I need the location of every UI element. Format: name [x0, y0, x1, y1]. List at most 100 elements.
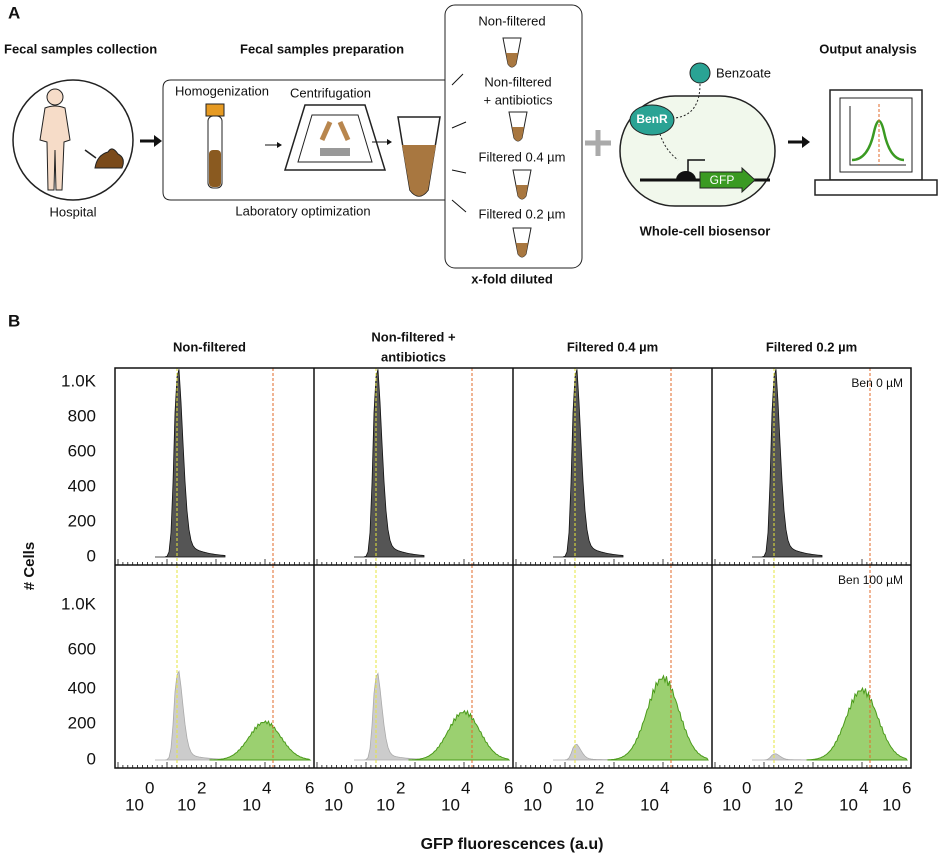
x-axis-label: GFP fluorescences (a.u) — [421, 836, 604, 853]
x-tick-exponent: 0 — [742, 778, 751, 797]
condition-label: Filtered 0.2 µm — [479, 206, 566, 221]
arrow-head — [387, 139, 392, 145]
x-tick-base: 10 — [575, 795, 594, 814]
histogram-green — [209, 719, 312, 761]
place-label: Hospital — [50, 204, 97, 219]
condition-label: Non-filtered — [478, 13, 545, 28]
x-tick-exponent: 6 — [305, 778, 314, 797]
x-tick-exponent: 2 — [595, 778, 604, 797]
x-tick-exponent: 0 — [543, 778, 552, 797]
histogram-gray — [354, 672, 425, 761]
y-tick-label: 800 — [68, 406, 96, 425]
homogenization-tube — [205, 103, 225, 189]
x-tick-base: 10 — [774, 795, 793, 814]
x-tick-exponent: 0 — [344, 778, 353, 797]
plus-sign — [585, 130, 611, 156]
histogram-dark — [553, 369, 624, 558]
histogram-green — [607, 674, 709, 761]
y-tick-label: 400 — [68, 678, 96, 697]
histogram-green — [408, 709, 511, 761]
y-tick-label: 400 — [68, 476, 96, 495]
sample-tube — [397, 116, 441, 197]
histogram-dark — [354, 369, 425, 558]
step-label: Homogenization — [175, 83, 269, 98]
histogram-green — [806, 686, 908, 761]
y-tick-label: 200 — [68, 511, 96, 530]
tube-content — [516, 243, 528, 257]
column-title: Filtered 0.4 µm — [567, 339, 658, 354]
row-label: Ben 0 µM — [851, 376, 903, 390]
tss — [687, 159, 705, 172]
x-tick-exponent: 6 — [902, 778, 911, 797]
x-tick-exponent: 2 — [794, 778, 803, 797]
condition-label: Non-filtered — [484, 74, 551, 89]
plots: Non-filtered Non-filtered + antibiotics Fil… — [61, 329, 912, 814]
y-tick-label: 600 — [68, 441, 96, 460]
x-tick-base: 10 — [177, 795, 196, 814]
x-tick-base: 10 — [441, 795, 460, 814]
x-tick-base: 10 — [839, 795, 858, 814]
step-label: Centrifugation — [290, 85, 371, 100]
x-tick-exponent: 2 — [197, 778, 206, 797]
monitor — [814, 89, 938, 196]
x-tick-exponent: 0 — [145, 778, 154, 797]
x-tick-exponent: 4 — [660, 778, 669, 797]
histogram-gray — [155, 670, 226, 761]
conditions-box — [444, 4, 583, 269]
inducer-label: Benzoate — [716, 65, 771, 80]
y-tick-label: 1.0K — [61, 594, 97, 613]
centrifuge — [283, 104, 387, 171]
panel-label: A — [8, 3, 20, 22]
column-title: Non-filtered — [173, 339, 246, 354]
gfp-gene — [699, 166, 756, 194]
x-tick-exponent: 6 — [504, 778, 513, 797]
panel-label: B — [8, 311, 20, 330]
x-tick-exponent: 4 — [461, 778, 470, 797]
column-title: Non-filtered + — [371, 329, 456, 344]
benr-protein — [629, 104, 675, 136]
arrow-head — [154, 135, 162, 147]
tube-content — [506, 53, 518, 67]
histogram-dark — [752, 369, 823, 558]
x-tick-base: 10 — [882, 795, 901, 814]
tube-content — [512, 127, 524, 141]
promoter — [676, 171, 696, 180]
y-tick-label: 0 — [87, 546, 96, 565]
column-title: antibiotics — [381, 349, 446, 364]
x-tick-base: 10 — [242, 795, 261, 814]
arrows — [451, 73, 467, 213]
x-tick-exponent: 6 — [703, 778, 712, 797]
y-tick-label: 1.0K — [61, 371, 97, 390]
tubes — [502, 37, 532, 258]
hospital-icon — [12, 79, 134, 201]
y-tick-label: 0 — [87, 749, 96, 768]
x-tick-base: 10 — [523, 795, 542, 814]
biosensor-title: Whole-cell biosensor — [640, 223, 771, 238]
y-tick-label: 200 — [68, 713, 96, 732]
section-title: Output analysis — [819, 41, 917, 56]
footer-label: x-fold diluted — [471, 271, 553, 286]
regulator-label: BenR — [636, 112, 668, 126]
x-tick-base: 10 — [125, 795, 144, 814]
section-title: Fecal samples preparation — [240, 41, 404, 56]
x-tick-exponent: 2 — [396, 778, 405, 797]
x-tick-base: 10 — [376, 795, 395, 814]
column-title: Filtered 0.2 µm — [766, 339, 857, 354]
histogram-gray — [752, 753, 823, 761]
section-title: Fecal samples collection — [4, 41, 157, 56]
x-tick-base: 10 — [324, 795, 343, 814]
tube-content — [516, 185, 528, 199]
footer-label: Laboratory optimization — [235, 203, 370, 218]
x-tick-base: 10 — [640, 795, 659, 814]
x-tick-exponent: 4 — [859, 778, 868, 797]
condition-label: + antibiotics — [483, 92, 553, 107]
y-axis-label: # Cells — [21, 542, 38, 590]
row-label: Ben 100 µM — [838, 573, 903, 587]
y-tick-label: 600 — [68, 639, 96, 658]
benzoate-molecule — [689, 62, 711, 84]
arrow-head — [802, 136, 810, 148]
bracket — [162, 79, 445, 201]
x-tick-base: 10 — [722, 795, 741, 814]
arrow-head — [277, 142, 282, 148]
